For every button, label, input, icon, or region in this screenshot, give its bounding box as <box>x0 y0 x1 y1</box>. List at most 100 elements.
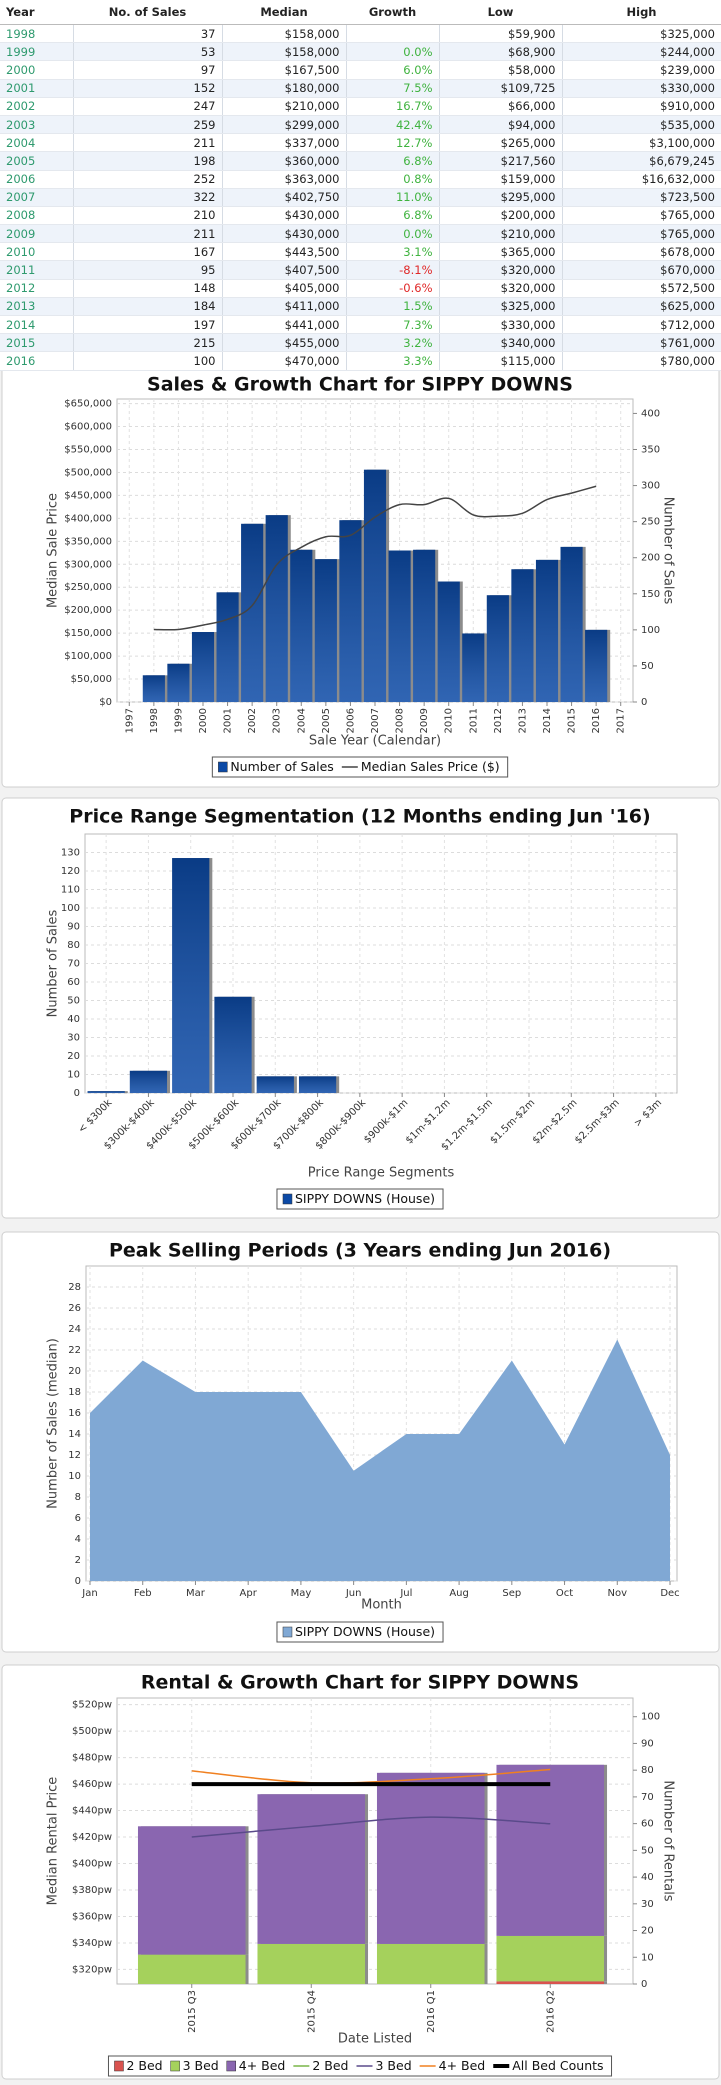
table-cell: 2006 <box>0 170 73 189</box>
table-cell: $158,000 <box>221 24 346 44</box>
legend-label: 4+ Bed <box>239 2058 286 2073</box>
x-tick-label: 2006 <box>345 708 356 733</box>
legend-label: Median Sales Price ($) <box>361 759 500 774</box>
table-cell: $66,000 <box>438 97 562 116</box>
bar-shine <box>535 559 559 702</box>
chart-title: Rental & Growth Chart for SIPPY DOWNS <box>141 1672 579 1694</box>
table-cell: 2001 <box>0 79 73 98</box>
table-cell: $180,000 <box>221 79 346 98</box>
table-cell: 2000 <box>0 60 73 80</box>
x-tick-label: Aug <box>449 1588 469 1599</box>
y2-tick-label: 30 <box>641 1899 654 1910</box>
column-header: Median <box>222 0 346 25</box>
table-cell: $115,000 <box>438 351 562 371</box>
y2-tick-label: 350 <box>641 445 660 456</box>
bar-shine <box>256 1076 294 1093</box>
table-cell: $330,000 <box>438 315 562 335</box>
table-cell: 2016 <box>0 351 73 371</box>
table-cell: $455,000 <box>221 333 346 353</box>
y2-tick-label: 200 <box>641 553 660 564</box>
y-tick-label: $0 <box>99 697 112 708</box>
x-tick-label: 2015 Q4 <box>306 1990 317 2033</box>
table-cell: $405,000 <box>221 279 346 298</box>
legend-label: All Bed Counts <box>512 2058 603 2073</box>
y-tick-label: $360pw <box>72 1911 112 1922</box>
legend-label: Number of Sales <box>230 759 333 774</box>
sales-table: Year No. of Sales Median Growth Low High 1998 3… <box>0 0 721 371</box>
y-tick-label: 4 <box>75 1534 81 1545</box>
legend-box <box>276 1188 444 1210</box>
table-cell: $910,000 <box>561 97 721 116</box>
table-cell: 2013 <box>0 297 73 317</box>
table-cell: $761,000 <box>561 333 721 353</box>
y2-tick-label: 20 <box>641 1926 654 1937</box>
table-cell: 0.0% <box>345 224 439 244</box>
y-tick-label: 20 <box>68 1366 81 1377</box>
y-tick-label: $600,000 <box>64 422 112 433</box>
bar-shine <box>339 520 362 702</box>
table-cell: $625,000 <box>561 297 721 317</box>
table-cell: 2011 <box>0 260 73 280</box>
bar-shine <box>265 515 288 702</box>
y-tick-label: 22 <box>68 1345 81 1356</box>
table-row: 2013 184 $411,000 1.5% $325,000 $625,000 <box>0 297 721 317</box>
y-tick-label: 20 <box>67 1051 80 1062</box>
area <box>90 1339 670 1581</box>
y-tick-label: 18 <box>68 1387 81 1398</box>
y-tick-label: $650,000 <box>64 399 112 410</box>
bar <box>137 1826 246 1955</box>
y-tick-label: $520pw <box>72 1700 112 1711</box>
y-axis-title: Median Rental Price <box>46 1777 61 1906</box>
table-cell: $299,000 <box>221 115 346 135</box>
x-tick-label: Oct <box>556 1588 573 1599</box>
x-tick-label: 2000 <box>198 708 209 733</box>
bar-shine <box>172 858 210 1093</box>
bar-shine <box>214 996 252 1093</box>
x-tick-label: May <box>291 1588 312 1599</box>
table-cell: 1.5% <box>345 297 439 317</box>
table-row: 2007 322 $402,750 11.0% $295,000 $723,500 <box>0 188 721 207</box>
column-header: High <box>562 0 721 25</box>
table-cell: 167 <box>72 242 222 262</box>
table-cell <box>345 24 439 44</box>
bar-shine <box>87 1091 125 1093</box>
table-cell: $765,000 <box>561 224 721 244</box>
table-cell: $265,000 <box>438 133 562 153</box>
table-cell: 198 <box>72 151 222 171</box>
y-tick-label: 0 <box>75 1576 81 1587</box>
table-cell: $723,500 <box>561 188 721 207</box>
table-row: 2010 167 $443,500 3.1% $365,000 $678,000 <box>0 242 721 262</box>
y2-tick-label: 90 <box>641 1738 654 1749</box>
table-row: 2005 198 $360,000 6.8% $217,560 $6,679,245 <box>0 151 721 171</box>
table-cell: $360,000 <box>221 151 346 171</box>
bar-shine <box>241 523 264 702</box>
table-row: 2011 95 $407,500 -8.1% $320,000 $670,000 <box>0 260 721 280</box>
x-axis-title: Date Listed <box>338 2032 412 2047</box>
x-tick-label: 2008 <box>395 708 406 733</box>
table-cell: 2009 <box>0 224 73 244</box>
bar <box>257 1943 366 1984</box>
x-tick-label: Mar <box>186 1588 206 1599</box>
y2-tick-label: 150 <box>641 589 660 600</box>
x-tick-label: 2009 <box>419 708 430 733</box>
x-tick-label: Jun <box>345 1588 362 1599</box>
y-tick-label: 80 <box>67 940 80 951</box>
y-tick-label: 50 <box>67 996 80 1007</box>
table-cell: $340,000 <box>438 333 562 353</box>
table-cell: $411,000 <box>221 297 346 317</box>
x-tick-label: 2011 <box>468 708 479 733</box>
column-header: No. of Sales <box>73 0 222 25</box>
y-tick-label: $100,000 <box>64 651 112 662</box>
table-cell: $712,000 <box>561 315 721 335</box>
legend-label: 3 Bed <box>183 2058 219 2073</box>
table-cell: $441,000 <box>221 315 346 335</box>
table-cell: 2010 <box>0 242 73 262</box>
table-cell: 6.8% <box>345 206 439 226</box>
x-tick-label: 2013 <box>517 708 528 733</box>
bar-shine <box>486 595 509 702</box>
x-tick-label: Nov <box>608 1588 628 1599</box>
bar-shine <box>511 569 534 702</box>
x-tick-label: Dec <box>660 1588 679 1599</box>
y-tick-label: 60 <box>67 977 80 988</box>
x-tick-label: 2005 <box>321 708 332 733</box>
